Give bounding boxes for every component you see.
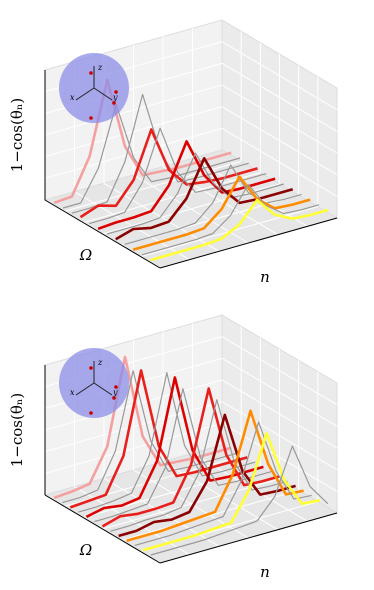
x-axis-label: n (260, 268, 270, 286)
inset-axis (75, 382, 95, 396)
curve (62, 104, 241, 209)
inset-dot (89, 71, 93, 75)
curve (118, 413, 296, 538)
axis-line (159, 512, 338, 564)
y-axis-label: 1−cos(θₙ) (8, 98, 26, 172)
depth-axis-label: Ω (79, 541, 92, 559)
inset-dot (114, 385, 118, 389)
axis-line (44, 494, 161, 564)
axis-line (44, 199, 161, 269)
inset-dot (112, 101, 116, 105)
y-axis-label: 1−cos(θₙ) (8, 393, 26, 467)
curve (126, 409, 304, 542)
curve (141, 183, 320, 256)
curve (62, 370, 240, 504)
inset-label: y (112, 388, 118, 397)
inset-label: z (97, 63, 103, 72)
curve (78, 372, 256, 513)
curve (142, 432, 321, 552)
curve (110, 399, 288, 532)
curve (115, 157, 294, 241)
axis-line (159, 217, 338, 269)
inset-dot (89, 116, 93, 120)
inset-dot (114, 90, 118, 94)
curve (124, 164, 302, 245)
curve (85, 376, 264, 519)
inset-label: x (70, 388, 75, 397)
inset-dot (89, 366, 93, 370)
inset-label: y (112, 93, 118, 102)
curve (79, 128, 258, 219)
curve (134, 421, 312, 546)
curve (150, 445, 329, 556)
depth-axis-label: Ω (79, 246, 92, 264)
inset-axis (75, 87, 95, 101)
x-axis-label: n (260, 563, 270, 581)
curve (53, 355, 232, 500)
inset-label: z (97, 358, 103, 367)
inset-label: x (70, 93, 75, 102)
inset-axis (93, 382, 113, 396)
curve (132, 175, 311, 251)
inset-axis (93, 87, 113, 101)
inset-dot (112, 396, 116, 400)
curve (69, 369, 248, 509)
curve (150, 198, 329, 262)
inset-dot (89, 411, 93, 415)
